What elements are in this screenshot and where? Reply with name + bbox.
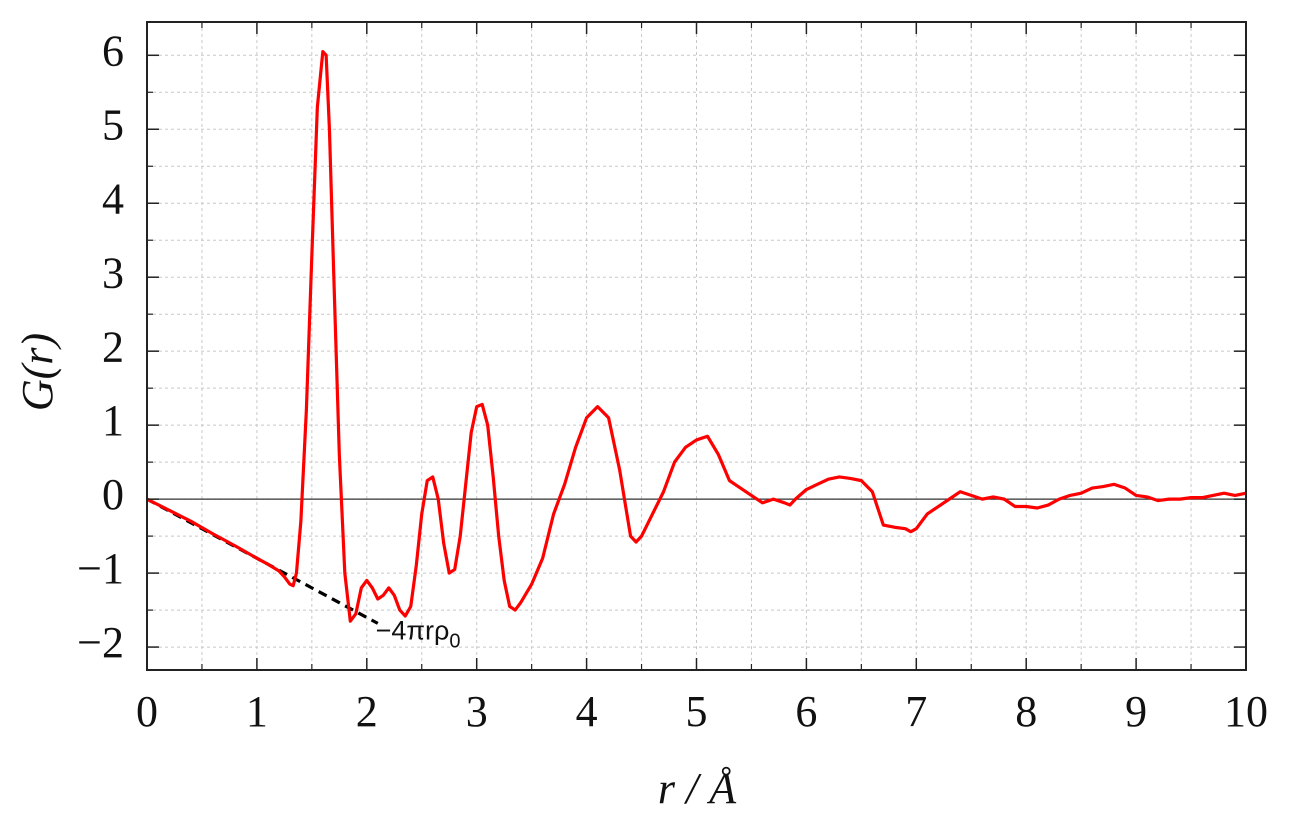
y-axis-label: G(r) <box>13 333 62 411</box>
x-tick-label: 2 <box>356 687 378 736</box>
y-tick-label: −1 <box>77 544 124 593</box>
x-tick-label: 7 <box>905 687 927 736</box>
y-tick-label: 2 <box>102 322 124 371</box>
y-tick-label: 0 <box>102 470 124 519</box>
x-tick-label: 8 <box>1015 687 1037 736</box>
x-tick-label: 3 <box>466 687 488 736</box>
y-tick-label: 3 <box>102 248 124 297</box>
y-tick-label: 5 <box>102 100 124 149</box>
y-tick-label: 1 <box>102 396 124 445</box>
y-tick-label: −2 <box>77 618 124 667</box>
plot <box>146 49 1247 625</box>
plot-frame <box>146 21 1247 671</box>
grid <box>146 22 1247 670</box>
annotation-subscript: 0 <box>449 631 460 653</box>
x-tick-label: 6 <box>795 687 817 736</box>
series-line <box>146 49 1247 623</box>
x-axis-label: r / Å <box>658 764 737 813</box>
series-line <box>146 497 379 625</box>
x-tick-label: 9 <box>1125 687 1147 736</box>
annotation-text: −4πrρ <box>376 616 450 646</box>
annotation: −4πrρ0 <box>376 616 461 653</box>
x-tick-label: 4 <box>576 687 598 736</box>
y-tick-label: 4 <box>102 174 124 223</box>
x-tick-label: 0 <box>136 687 158 736</box>
x-tick-label: 5 <box>686 687 708 736</box>
y-tick-label: 6 <box>102 26 124 75</box>
x-tick-label: 1 <box>246 687 268 736</box>
x-tick-label: 10 <box>1224 687 1268 736</box>
